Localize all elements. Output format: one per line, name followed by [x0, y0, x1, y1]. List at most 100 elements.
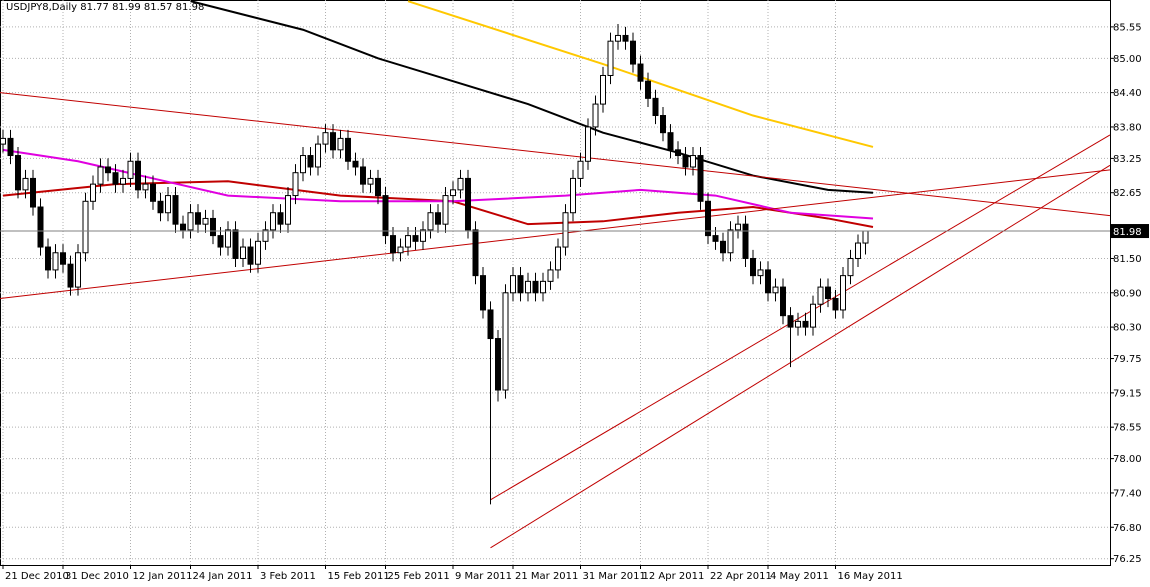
y-tick-label: 84.40	[1113, 88, 1142, 99]
candle-body	[217, 235, 224, 248]
x-tick-label: 31 Mar 2011	[583, 571, 646, 582]
candle-body	[765, 269, 771, 294]
overlay-line	[490, 164, 1111, 549]
x-tick-label: 24 Jan 2011	[193, 571, 253, 582]
candle-body	[577, 160, 584, 179]
candle-body	[135, 160, 141, 191]
candle-body	[82, 200, 89, 254]
x-tick-label: 4 May 2011	[770, 571, 829, 582]
x-tick-label: 21 Dec 2010	[5, 571, 69, 582]
candle-body	[67, 263, 74, 288]
candle-body	[495, 338, 501, 391]
candle-body	[405, 235, 411, 248]
candle-body	[540, 280, 546, 294]
x-tick-label: 25 Feb 2011	[388, 571, 450, 582]
candle-body	[142, 183, 149, 191]
candle-body	[525, 280, 531, 294]
y-tick-label: 79.15	[1113, 388, 1142, 399]
y-tick-label: 79.75	[1113, 354, 1142, 365]
candle-body	[277, 212, 284, 225]
candle-body	[607, 40, 614, 76]
candle-body	[202, 217, 209, 225]
price-label-box	[1111, 224, 1149, 239]
candle-body	[615, 34, 621, 42]
y-tick-label: 80.90	[1113, 288, 1142, 299]
overlay-line	[190, 0, 874, 194]
candle-body	[472, 229, 479, 277]
candle-body	[255, 240, 261, 265]
x-tick-label: 22 Apr 2011	[710, 571, 772, 582]
candle-body	[570, 177, 576, 214]
candle-body	[750, 257, 756, 277]
candle-body	[307, 155, 314, 168]
candle-body	[547, 269, 554, 282]
candle-body	[360, 166, 366, 185]
candle-body	[420, 229, 426, 242]
candle-body	[37, 206, 44, 248]
candle-body	[705, 200, 711, 237]
candle-body	[840, 275, 846, 311]
candle-body	[600, 74, 606, 105]
overlay-line	[407, 0, 874, 148]
y-tick-label: 77.40	[1113, 488, 1142, 499]
candle-body	[97, 166, 104, 185]
candle-body	[622, 34, 629, 42]
candle-body	[112, 172, 119, 185]
x-tick-label: 9 Mar 2011	[455, 571, 512, 582]
candle-body	[457, 177, 464, 191]
candle-body	[832, 298, 839, 311]
candle-body	[487, 309, 494, 340]
candle-body	[165, 195, 171, 214]
candle-body	[712, 235, 719, 242]
candle-body	[480, 275, 486, 311]
candle-body	[562, 212, 569, 248]
candle-body	[630, 40, 636, 65]
candle-body	[172, 195, 179, 225]
x-tick-label: 21 Mar 2011	[515, 571, 578, 582]
candle-body	[517, 275, 524, 294]
candle-body	[105, 166, 111, 174]
candle-body	[532, 280, 539, 294]
candle-body	[592, 103, 599, 128]
candle-body	[382, 195, 389, 237]
candle-body	[727, 229, 734, 254]
candle-body	[780, 286, 786, 317]
candle-body	[210, 217, 216, 237]
candle-body	[52, 252, 59, 271]
candle-body	[802, 320, 809, 328]
y-tick-label: 83.80	[1113, 122, 1142, 133]
candle-body	[397, 246, 404, 254]
candle-body	[240, 246, 246, 259]
candle-body	[862, 230, 869, 244]
candle-body	[232, 229, 239, 259]
candle-body	[367, 177, 374, 185]
overlay-line	[490, 134, 1111, 501]
candle-body	[187, 212, 194, 231]
candle-body	[817, 286, 824, 305]
candle-body	[262, 229, 269, 242]
candle-body	[435, 212, 441, 225]
y-tick-label: 78.55	[1113, 423, 1142, 434]
candle-body	[585, 126, 591, 162]
candle-body	[645, 80, 651, 99]
candle-body	[45, 246, 51, 271]
candle-body	[225, 229, 231, 248]
candle-body	[195, 212, 201, 225]
candle-body	[787, 315, 794, 328]
plot-frame	[0, 0, 1111, 566]
y-tick-label: 76.80	[1113, 523, 1142, 534]
overlay-line	[0, 169, 1111, 300]
candle-body	[555, 246, 561, 271]
candle-body	[427, 212, 434, 231]
x-tick-label: 12 Apr 2011	[643, 571, 705, 582]
candle-body	[292, 172, 299, 197]
candle-body	[675, 149, 681, 157]
candle-body	[847, 257, 854, 277]
candle-body	[352, 160, 359, 168]
candle-body	[157, 200, 164, 214]
candle-body	[120, 177, 126, 185]
candle-body	[810, 303, 816, 328]
candle-body	[660, 115, 666, 134]
x-tick-label: 3 Feb 2011	[260, 571, 316, 582]
